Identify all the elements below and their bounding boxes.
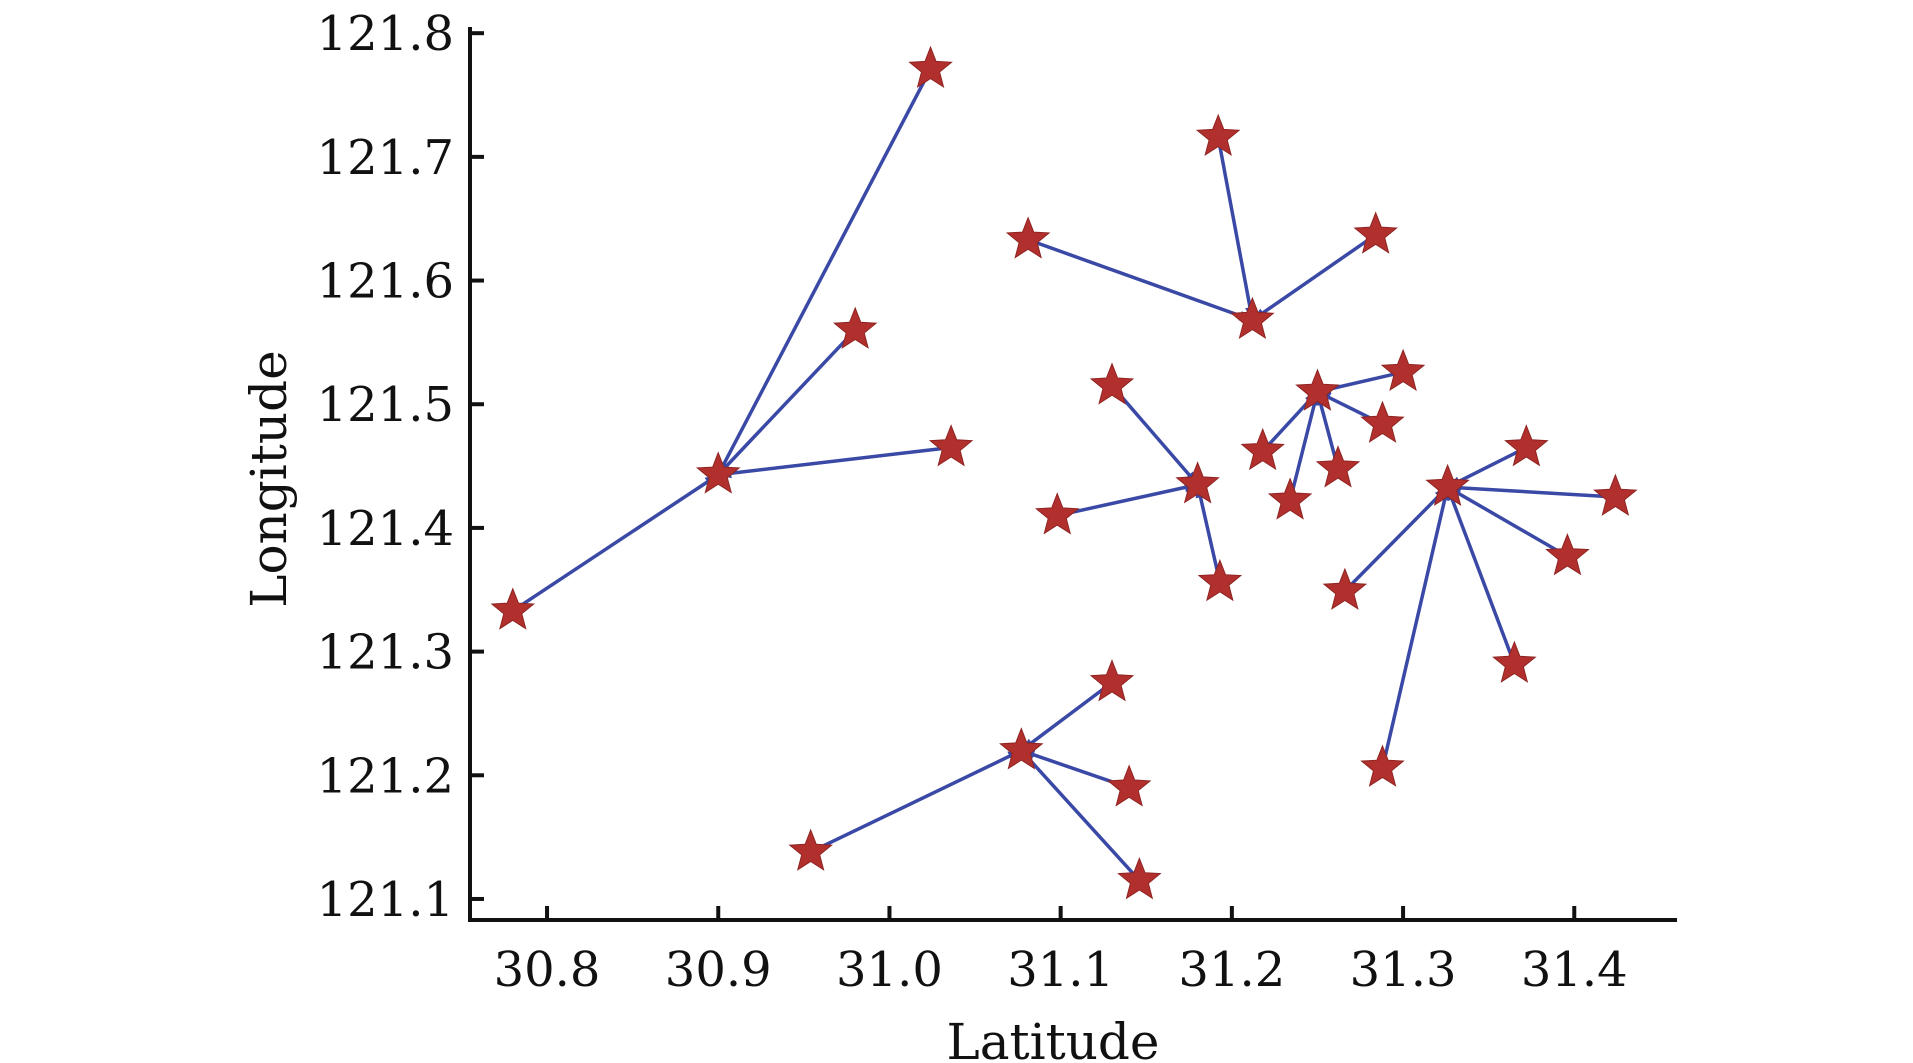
star-point — [1545, 533, 1590, 576]
star-point — [1593, 473, 1638, 516]
link-line — [511, 473, 720, 613]
star-point — [1089, 659, 1135, 702]
star-point — [1322, 567, 1368, 610]
star-point — [1230, 296, 1275, 340]
x-tick-label: 31.3 — [1350, 942, 1457, 998]
link-line — [1056, 482, 1199, 518]
link-line — [1288, 391, 1320, 502]
y-tick-label: 121.6 — [317, 254, 454, 310]
star-point — [832, 306, 878, 349]
link-line — [1380, 486, 1450, 769]
star-point — [1089, 362, 1135, 405]
star-point — [1425, 463, 1470, 507]
star-point — [1034, 492, 1080, 535]
star-point — [1360, 400, 1405, 443]
link-line — [718, 445, 952, 477]
points-layer — [490, 45, 1638, 900]
y-tick-label: 121.3 — [317, 625, 454, 681]
star-point — [1353, 211, 1398, 254]
link-line — [1445, 486, 1516, 665]
star-point — [490, 587, 536, 630]
ticks-layer: 30.8 30.9 31.0 31.1 31.2 31.3 31.4 121.1 121.2 12… — [317, 6, 1628, 998]
star-point — [1195, 113, 1241, 157]
star-point — [1504, 424, 1549, 467]
x-tick-label: 31.2 — [1178, 942, 1285, 998]
y-tick-label: 121.1 — [317, 872, 454, 928]
star-point — [1197, 558, 1243, 602]
star-point — [1360, 744, 1405, 787]
x-tick-label: 31.4 — [1521, 942, 1628, 998]
star-point — [1295, 368, 1340, 411]
axes-layer — [468, 27, 1677, 922]
y-tick-label: 121.8 — [317, 6, 454, 62]
y-tick-label: 121.5 — [317, 377, 454, 433]
star-point — [788, 828, 833, 871]
star-point — [695, 451, 741, 494]
link-line — [716, 328, 857, 476]
x-axis-title: Latitude — [947, 1013, 1160, 1063]
link-line — [1446, 485, 1569, 558]
y-tick-label: 121.2 — [317, 748, 454, 804]
link-line — [1195, 484, 1222, 583]
link-line — [1251, 233, 1377, 322]
x-tick-label: 31.1 — [1007, 942, 1114, 998]
link-line — [1447, 485, 1616, 499]
star-point — [1267, 477, 1313, 520]
x-tick-label: 30.9 — [665, 942, 772, 998]
star-point — [1240, 427, 1285, 471]
star-point — [1117, 857, 1162, 900]
link-line — [1027, 238, 1254, 322]
link-line — [809, 748, 1023, 854]
star-point — [1005, 216, 1051, 259]
star-point — [1315, 445, 1361, 488]
star-point — [1106, 764, 1152, 807]
link-line — [1020, 681, 1114, 752]
link-line — [716, 68, 933, 476]
star-point — [1492, 640, 1537, 683]
star-point — [999, 727, 1044, 770]
y-axis-title: Longitude — [240, 350, 298, 607]
y-tick-label: 121.4 — [317, 501, 454, 557]
link-line — [1019, 749, 1141, 882]
star-point — [1175, 461, 1220, 504]
x-tick-label: 31.0 — [836, 942, 943, 998]
link-line — [1343, 485, 1449, 593]
link-line — [1216, 136, 1255, 321]
star-point — [908, 45, 953, 89]
y-tick-label: 121.7 — [317, 130, 454, 186]
link-line — [1110, 384, 1199, 486]
star-point — [928, 424, 974, 467]
star-point — [1380, 348, 1426, 392]
x-tick-label: 30.8 — [494, 942, 601, 998]
